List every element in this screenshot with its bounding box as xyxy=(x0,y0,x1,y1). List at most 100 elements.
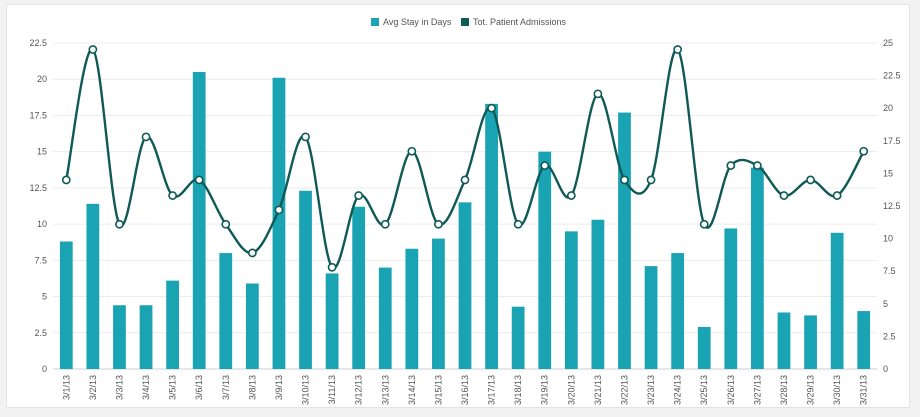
y-left-tick-label: 7.5 xyxy=(34,255,47,265)
legend-swatch-admissions xyxy=(461,18,469,26)
x-tick-label: 3/9/13 xyxy=(274,375,284,400)
bar xyxy=(804,315,817,369)
line-point xyxy=(247,248,257,258)
line-point xyxy=(699,219,709,229)
y-right-tick-label: 22.5 xyxy=(883,71,901,81)
y-right-tick-label: 25 xyxy=(883,38,893,48)
line-point xyxy=(620,175,629,185)
y-right-tick-label: 12.5 xyxy=(883,201,901,211)
bar xyxy=(724,228,738,369)
bar xyxy=(751,167,764,369)
x-tick-label: 3/11/13 xyxy=(327,375,337,404)
line-point xyxy=(301,132,310,142)
x-tick-label: 3/31/13 xyxy=(859,375,869,405)
x-tick-label: 3/22/13 xyxy=(619,375,629,405)
line-point xyxy=(566,191,576,200)
bar xyxy=(432,238,445,369)
line-point xyxy=(168,191,178,200)
y-right-tick-label: 20 xyxy=(883,103,893,113)
x-tick-label: 3/14/13 xyxy=(407,375,417,405)
line-point xyxy=(673,45,683,54)
y-left-tick-label: 0 xyxy=(42,364,47,374)
legend-label-admissions: Tot. Patient Admissions xyxy=(473,17,567,27)
bar xyxy=(352,206,366,369)
line-point xyxy=(194,175,204,185)
x-tick-label: 3/26/13 xyxy=(726,375,736,405)
bar xyxy=(272,77,286,370)
bar xyxy=(538,151,552,369)
x-tick-label: 3/24/13 xyxy=(673,375,683,405)
bar xyxy=(59,241,73,369)
x-tick-label: 3/2/13 xyxy=(88,375,98,400)
bar xyxy=(458,202,472,369)
x-tick-label: 3/10/13 xyxy=(301,375,311,405)
line-point xyxy=(141,132,151,142)
bar xyxy=(113,305,126,369)
bar-series xyxy=(59,71,871,370)
line-point xyxy=(779,191,789,200)
line-series xyxy=(61,45,869,272)
y-right-tick-label: 17.5 xyxy=(883,136,901,146)
chart-frame: 0 2.5 5 7.5 10 12.5 15 17.5 20 22.5 0 2.5 5 7.5 10 12.… xyxy=(6,4,910,408)
bar xyxy=(857,311,871,369)
y-left-tick-label: 15 xyxy=(37,147,47,157)
x-tick-label: 3/16/13 xyxy=(460,375,470,405)
y-right-tick-label: 7.5 xyxy=(883,266,896,276)
combo-chart: 0 2.5 5 7.5 10 12.5 15 17.5 20 22.5 0 2.5 5 7.5 10 12.… xyxy=(29,17,901,405)
legend-swatch-avg-stay xyxy=(371,18,379,26)
x-tick-label: 3/5/13 xyxy=(168,375,178,400)
y-left-tick-label: 20 xyxy=(37,74,47,84)
bar xyxy=(697,326,711,369)
bar xyxy=(671,253,685,369)
bar xyxy=(86,203,100,369)
x-tick-label: 3/19/13 xyxy=(540,375,550,405)
line-point xyxy=(88,45,98,54)
x-tick-label: 3/13/13 xyxy=(380,375,390,405)
x-tick-label: 3/17/13 xyxy=(487,375,497,405)
x-tick-label: 3/15/13 xyxy=(433,375,443,405)
line-point xyxy=(327,262,337,272)
y-axis-left: 0 2.5 5 7.5 10 12.5 15 17.5 20 22.5 xyxy=(29,38,47,374)
line-point xyxy=(646,175,656,185)
y-left-tick-label: 2.5 xyxy=(34,328,47,338)
x-tick-label: 3/1/13 xyxy=(61,375,71,400)
bar xyxy=(485,103,498,369)
x-tick-label: 3/6/13 xyxy=(194,375,204,400)
x-tick-label: 3/8/13 xyxy=(247,375,257,400)
line-point xyxy=(434,219,443,229)
bar xyxy=(830,232,844,369)
bar xyxy=(644,266,658,369)
line-point xyxy=(221,219,231,229)
bar xyxy=(192,71,206,369)
line-point xyxy=(487,103,496,113)
x-tick-label: 3/4/13 xyxy=(141,375,151,400)
legend-label-avg-stay: Avg Stay in Days xyxy=(383,17,452,27)
line-point xyxy=(513,219,523,229)
x-tick-label: 3/25/13 xyxy=(699,375,709,405)
x-tick-label: 3/7/13 xyxy=(221,375,231,400)
line-point xyxy=(407,146,417,156)
line-point xyxy=(806,175,815,185)
x-tick-label: 3/20/13 xyxy=(566,375,576,405)
legend: Avg Stay in Days Tot. Patient Admissions xyxy=(371,17,567,27)
bar xyxy=(405,248,419,369)
line-point xyxy=(460,175,470,185)
x-tick-label: 3/12/13 xyxy=(354,375,364,405)
line-point xyxy=(274,205,284,215)
x-tick-label: 3/18/13 xyxy=(513,375,523,405)
line-point xyxy=(540,161,550,170)
line-point xyxy=(832,191,842,200)
bar xyxy=(299,190,312,369)
y-right-tick-label: 5 xyxy=(883,299,888,309)
y-axis-right: 0 2.5 5 7.5 10 12.5 15 17.5 20 22.5 25 xyxy=(883,38,901,374)
y-right-tick-label: 2.5 xyxy=(883,331,896,341)
x-tick-label: 3/30/13 xyxy=(832,375,842,405)
bar xyxy=(777,312,791,369)
y-left-tick-label: 10 xyxy=(37,219,47,229)
line-point xyxy=(354,191,364,200)
y-left-tick-label: 22.5 xyxy=(29,38,47,48)
line-point xyxy=(380,219,390,229)
y-right-tick-label: 10 xyxy=(883,234,893,244)
bar xyxy=(166,280,179,369)
y-right-tick-label: 0 xyxy=(883,364,888,374)
